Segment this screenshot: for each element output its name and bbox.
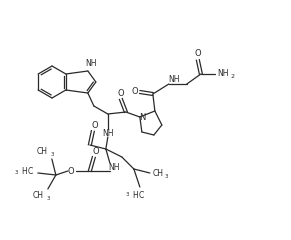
Text: 3: 3: [50, 152, 54, 157]
Text: O: O: [93, 146, 99, 156]
Text: C: C: [138, 191, 143, 199]
Text: CH: CH: [152, 169, 163, 179]
Text: CH: CH: [36, 148, 47, 156]
Text: H: H: [21, 168, 27, 176]
Text: 3: 3: [164, 174, 168, 180]
Text: O: O: [132, 88, 138, 96]
Text: C: C: [27, 168, 33, 176]
Text: 3: 3: [46, 197, 49, 202]
Text: 3: 3: [14, 169, 18, 174]
Text: NH: NH: [85, 60, 97, 68]
Text: NH: NH: [102, 130, 113, 138]
Text: NH: NH: [108, 163, 120, 173]
Text: O: O: [92, 120, 98, 130]
Text: 2: 2: [231, 74, 235, 79]
Text: O: O: [118, 89, 124, 97]
Text: CH: CH: [32, 192, 43, 200]
Text: H: H: [132, 191, 138, 199]
Text: O: O: [195, 49, 201, 59]
Text: 3: 3: [125, 192, 129, 198]
Text: N: N: [139, 114, 145, 122]
Text: NH: NH: [168, 74, 180, 84]
Text: O: O: [68, 167, 74, 175]
Text: NH: NH: [217, 70, 229, 78]
